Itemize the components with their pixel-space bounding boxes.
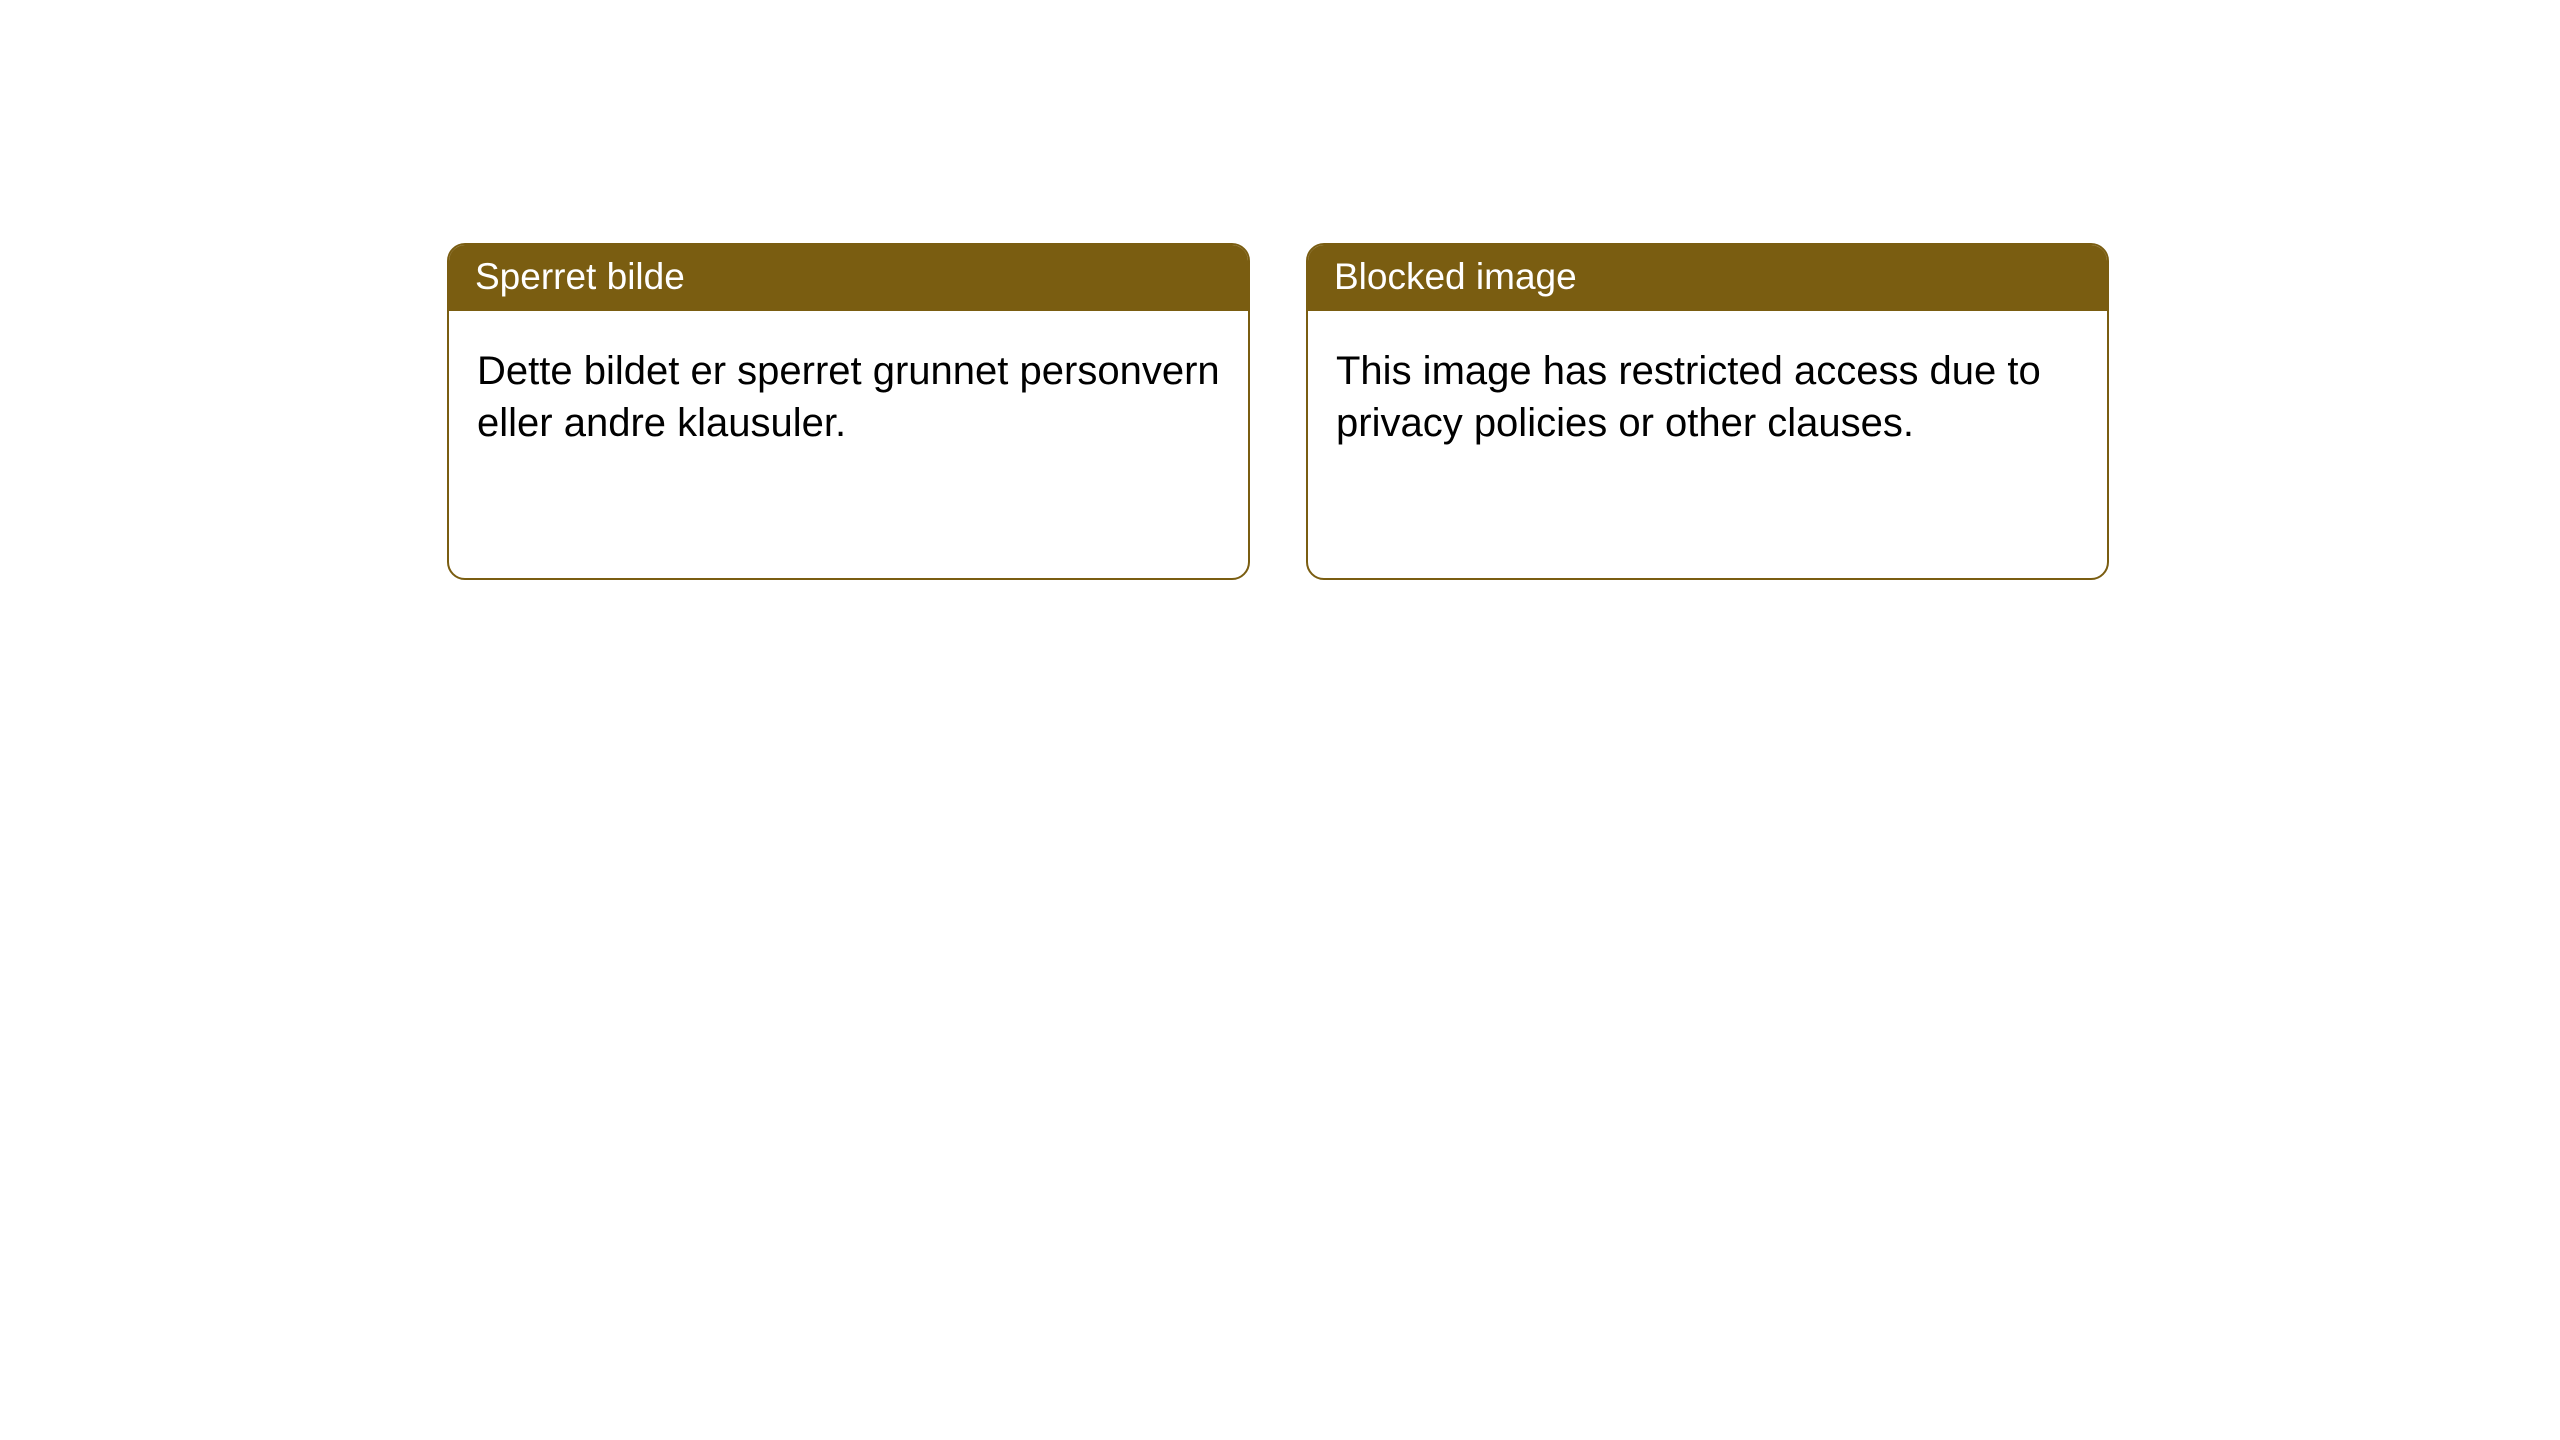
notice-body-text: This image has restricted access due to … <box>1336 349 2041 445</box>
notice-header: Blocked image <box>1308 245 2107 311</box>
notice-card-norwegian: Sperret bilde Dette bildet er sperret gr… <box>447 243 1250 580</box>
notice-container: Sperret bilde Dette bildet er sperret gr… <box>0 0 2560 580</box>
notice-card-english: Blocked image This image has restricted … <box>1306 243 2109 580</box>
notice-body: Dette bildet er sperret grunnet personve… <box>449 311 1248 483</box>
notice-body-text: Dette bildet er sperret grunnet personve… <box>477 349 1220 445</box>
notice-body: This image has restricted access due to … <box>1308 311 2107 483</box>
notice-title: Sperret bilde <box>475 256 685 297</box>
notice-title: Blocked image <box>1334 256 1577 297</box>
notice-header: Sperret bilde <box>449 245 1248 311</box>
